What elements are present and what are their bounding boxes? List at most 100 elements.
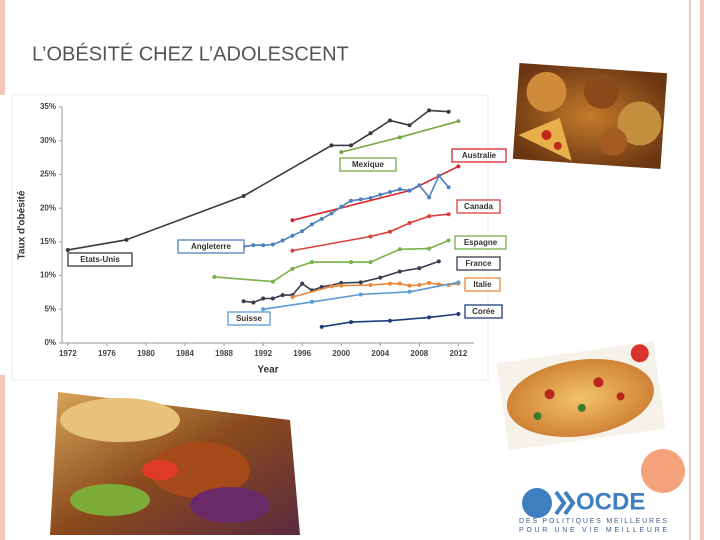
series-label-box <box>451 148 507 163</box>
x-tick-label: 2004 <box>371 349 389 358</box>
data-point <box>436 173 441 178</box>
data-point <box>368 196 373 201</box>
data-point <box>436 259 441 264</box>
data-point <box>261 243 266 248</box>
data-point <box>270 296 275 301</box>
x-tick-label: 1984 <box>176 349 194 358</box>
data-point <box>397 281 402 286</box>
series-label-box <box>456 199 501 214</box>
data-point <box>358 280 363 285</box>
data-point <box>339 283 344 288</box>
x-tick-label: 2008 <box>410 349 428 358</box>
series-label: Corée <box>472 307 495 316</box>
series-label-box <box>454 235 507 250</box>
data-point <box>407 289 412 294</box>
data-point <box>456 119 461 124</box>
data-point <box>368 131 373 136</box>
series-label-box <box>464 304 503 319</box>
data-point <box>407 220 412 225</box>
data-point <box>251 243 256 248</box>
data-point <box>378 192 383 197</box>
right-strip <box>700 0 704 540</box>
photo-burgers <box>512 62 668 170</box>
data-point <box>251 300 256 305</box>
data-point <box>378 275 383 280</box>
data-point <box>309 299 314 304</box>
data-point <box>261 296 266 301</box>
x-tick-label: 1976 <box>98 349 116 358</box>
left-strip <box>0 0 5 95</box>
y-tick-label: 0% <box>44 338 56 347</box>
data-point <box>456 280 461 285</box>
data-point <box>300 229 305 234</box>
data-point <box>456 164 461 169</box>
series-label-box <box>227 311 271 326</box>
series-label: Canada <box>464 202 493 211</box>
data-point <box>456 312 461 317</box>
data-point <box>270 279 275 284</box>
data-point <box>388 229 393 234</box>
right-strip <box>689 0 691 540</box>
logo-chevrons <box>554 490 576 516</box>
x-tick-label: 1996 <box>293 349 311 358</box>
data-point <box>241 194 246 199</box>
series-label: Espagne <box>464 238 498 247</box>
data-point <box>261 307 266 312</box>
data-point <box>290 295 295 300</box>
data-point <box>309 222 314 227</box>
data-point <box>446 185 451 190</box>
y-tick-label: 35% <box>40 102 56 111</box>
logo: OCDE DES POLITIQUES MEILLEURES POUR UNE … <box>519 488 667 534</box>
data-point <box>339 150 344 155</box>
data-point <box>407 123 412 128</box>
data-point <box>388 281 393 286</box>
data-point <box>65 247 70 252</box>
x-tick-label: 2000 <box>332 349 350 358</box>
slide-title: L’OBÉSITÉ CHEZ L’ADOLESCENT <box>32 42 349 65</box>
data-point <box>427 280 432 285</box>
data-point <box>368 260 373 265</box>
logo-globe <box>522 488 552 518</box>
series-label: Mexique <box>352 160 385 169</box>
y-tick-label: 25% <box>40 170 56 179</box>
series-label: Suisse <box>236 314 262 323</box>
series-label: Italie <box>473 280 492 289</box>
data-point <box>397 135 402 140</box>
series-label-box <box>464 277 501 292</box>
series-label: Angleterre <box>191 242 232 251</box>
data-point <box>309 260 314 265</box>
data-point <box>427 315 432 320</box>
series-label: Australie <box>462 151 497 160</box>
series-line <box>243 174 450 248</box>
y-tick-label: 20% <box>40 203 56 212</box>
data-point <box>241 299 246 304</box>
chart-frame <box>11 94 489 381</box>
data-point <box>348 143 353 148</box>
data-point <box>290 233 295 238</box>
x-tick-label: 1992 <box>254 349 272 358</box>
data-point <box>280 293 285 298</box>
data-point <box>446 238 451 243</box>
photo-pizza <box>496 341 666 451</box>
data-point <box>329 211 334 216</box>
data-point <box>446 212 451 217</box>
data-point <box>212 274 217 279</box>
data-point <box>388 189 393 194</box>
data-point <box>270 242 275 247</box>
data-point <box>368 283 373 288</box>
series-line <box>67 109 449 251</box>
series-label-box <box>177 239 245 254</box>
data-point <box>339 204 344 209</box>
data-point <box>427 195 432 200</box>
series-line <box>292 213 449 252</box>
y-tick-label: 5% <box>44 304 56 313</box>
series-label: France <box>465 259 492 268</box>
y-tick-label: 15% <box>40 237 56 246</box>
data-point <box>397 269 402 274</box>
data-point <box>407 188 412 193</box>
x-tick-label: 2012 <box>449 349 467 358</box>
data-point <box>329 143 334 148</box>
data-point <box>348 260 353 265</box>
data-point <box>124 237 129 242</box>
